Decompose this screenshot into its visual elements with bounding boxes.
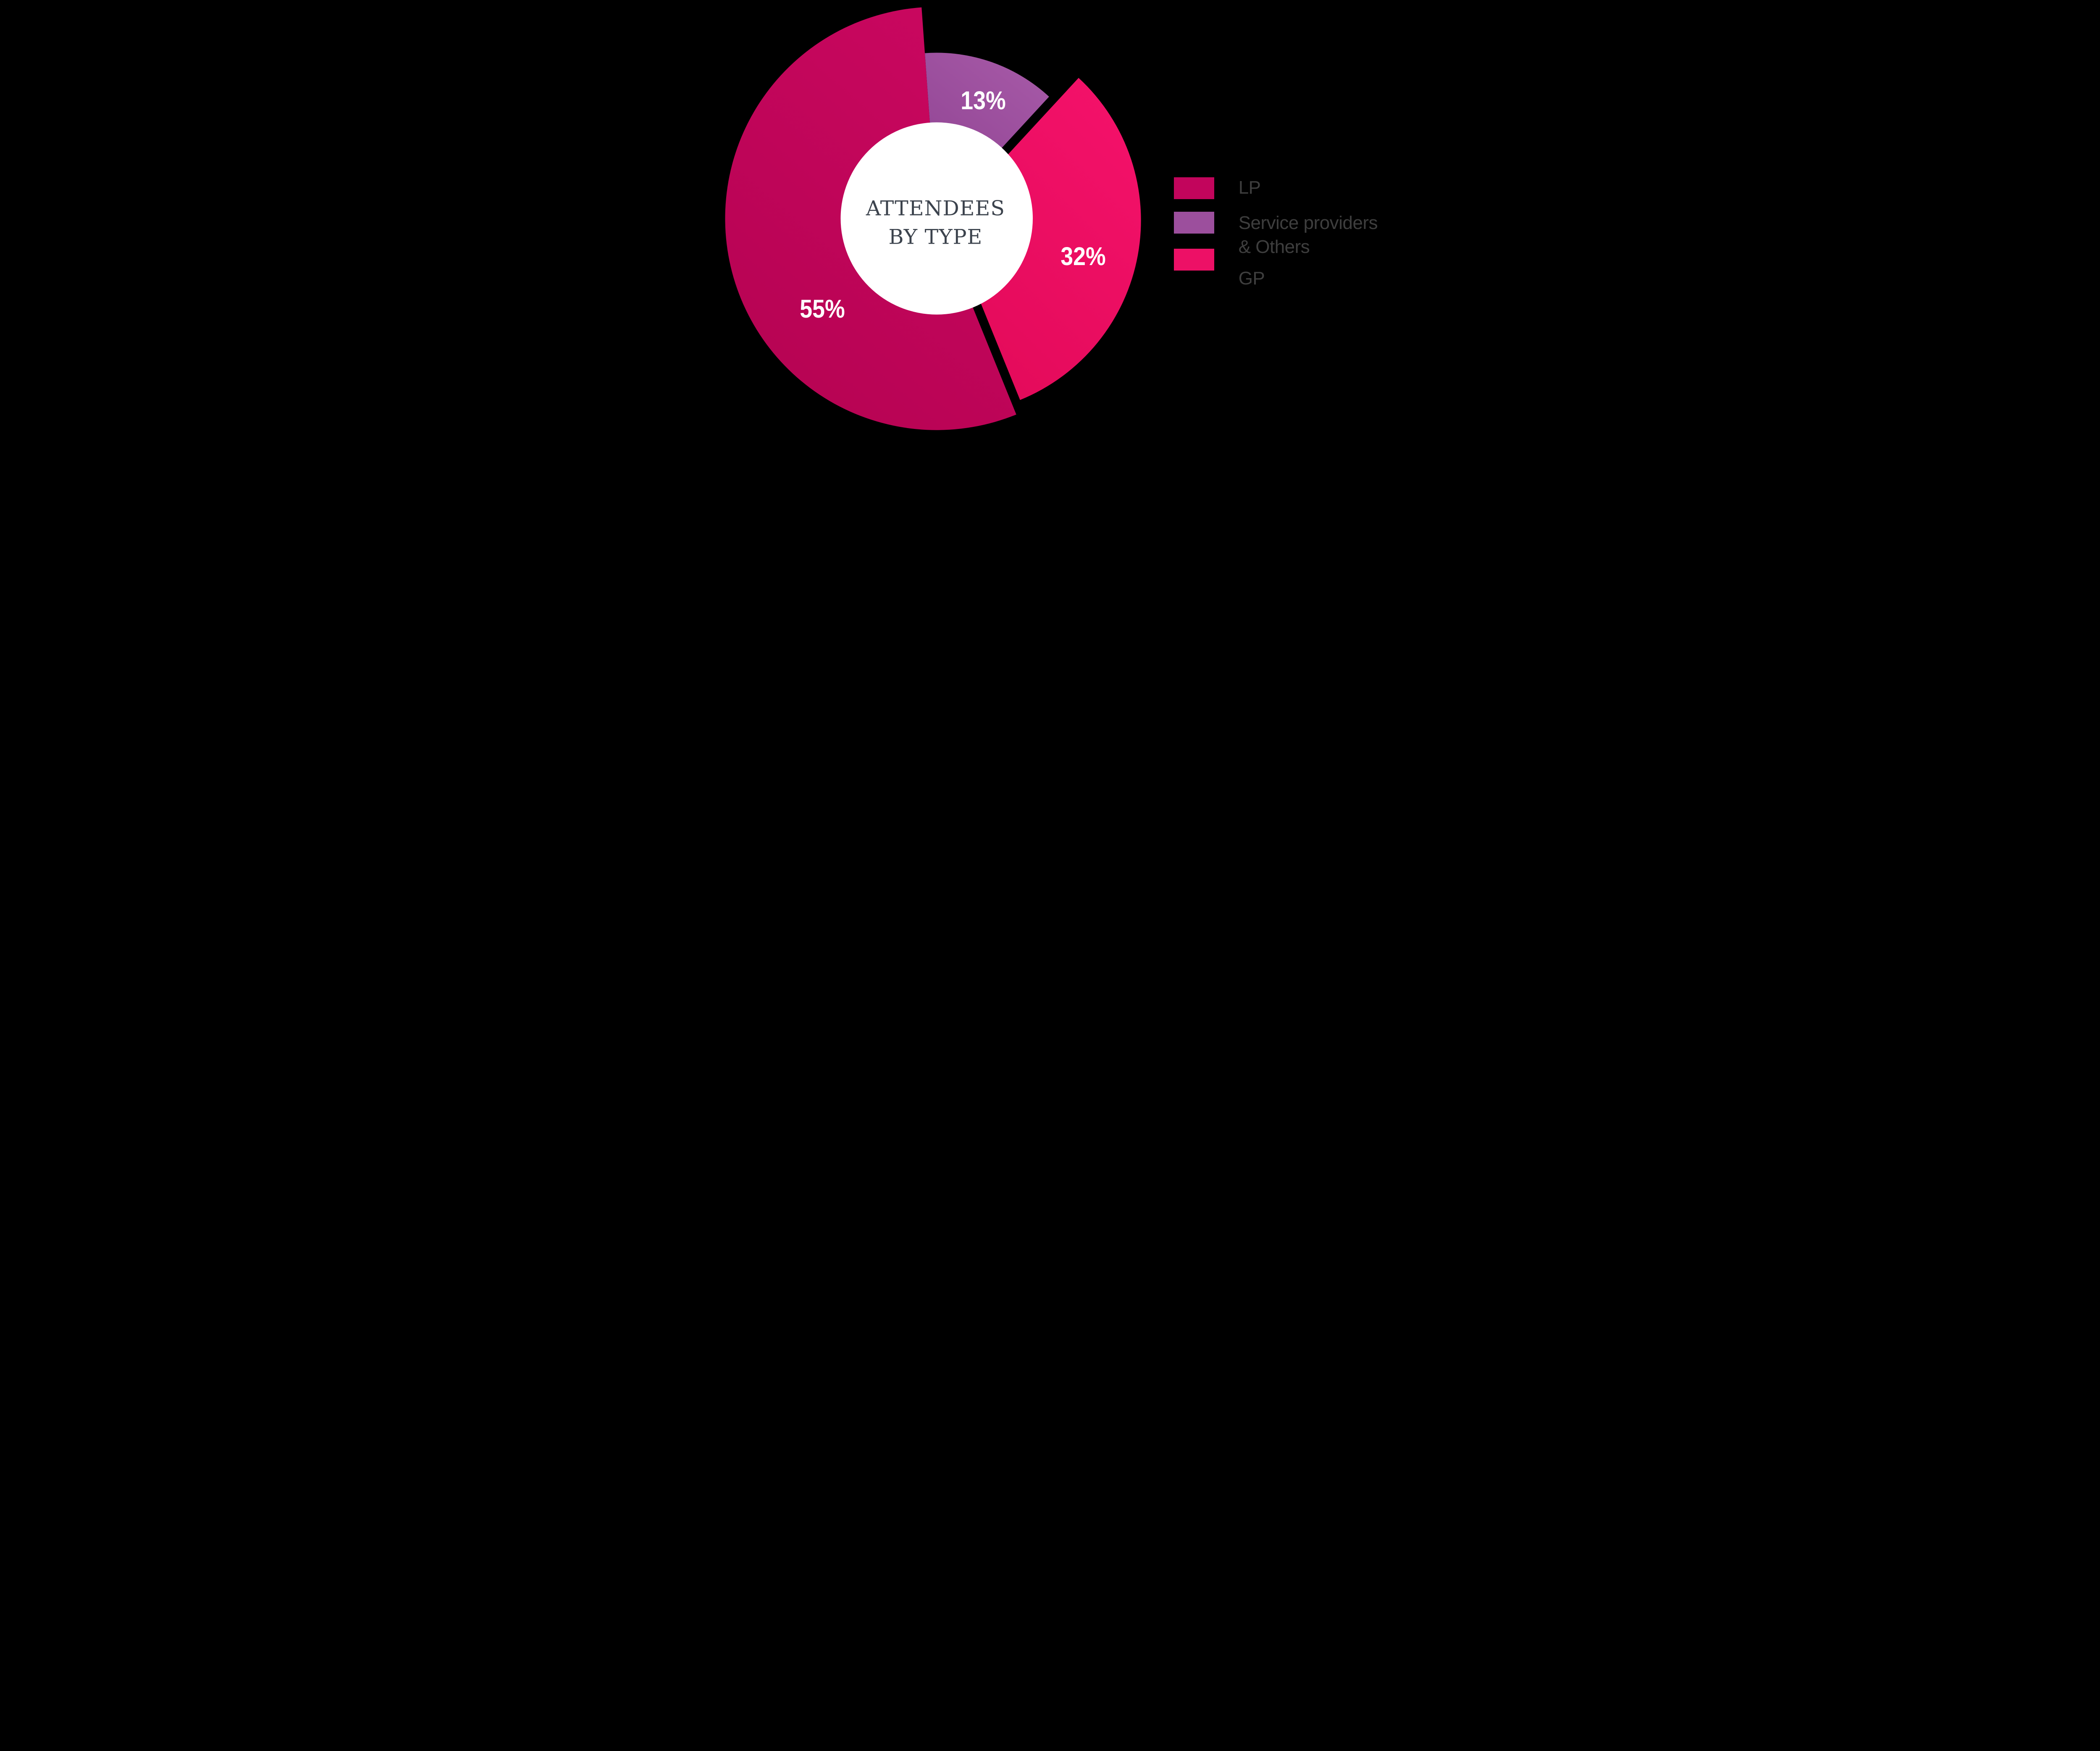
legend-label-gp: GP — [1238, 268, 1265, 289]
legend-swatch-gp — [1173, 248, 1214, 271]
legend-swatch-lp — [1173, 177, 1214, 199]
donut-chart — [725, 7, 1141, 430]
pct-label-gp: 32% — [1060, 242, 1106, 271]
pct-label-service-providers: 13% — [961, 86, 1006, 115]
legend-item-lp: LP — [1173, 177, 1261, 200]
chart-center-title-line2: BY TYPE — [888, 225, 983, 249]
chart-legend: LP Service providers & Others GP — [1173, 177, 1384, 309]
legend-item-service-providers-others: Service providers & Others — [1173, 211, 1378, 259]
chart-center-title: ATTENDEES BY TYPE — [866, 195, 1005, 251]
donut-hole — [840, 122, 1033, 315]
legend-label-service-providers-others: Service providers & Others — [1238, 212, 1378, 258]
legend-swatch-service-providers-others — [1173, 211, 1214, 234]
legend-label-lp: LP — [1238, 177, 1261, 198]
pie-slice-gp — [947, 78, 1141, 400]
chart-center-title-line1: ATTENDEES — [866, 196, 1005, 221]
pct-label-lp: 55% — [799, 294, 845, 323]
legend-item-gp: GP — [1173, 248, 1265, 291]
attendees-by-type-slide: ATTENDEES BY TYPE 13% 32% 55% LP Service… — [711, 0, 1389, 438]
